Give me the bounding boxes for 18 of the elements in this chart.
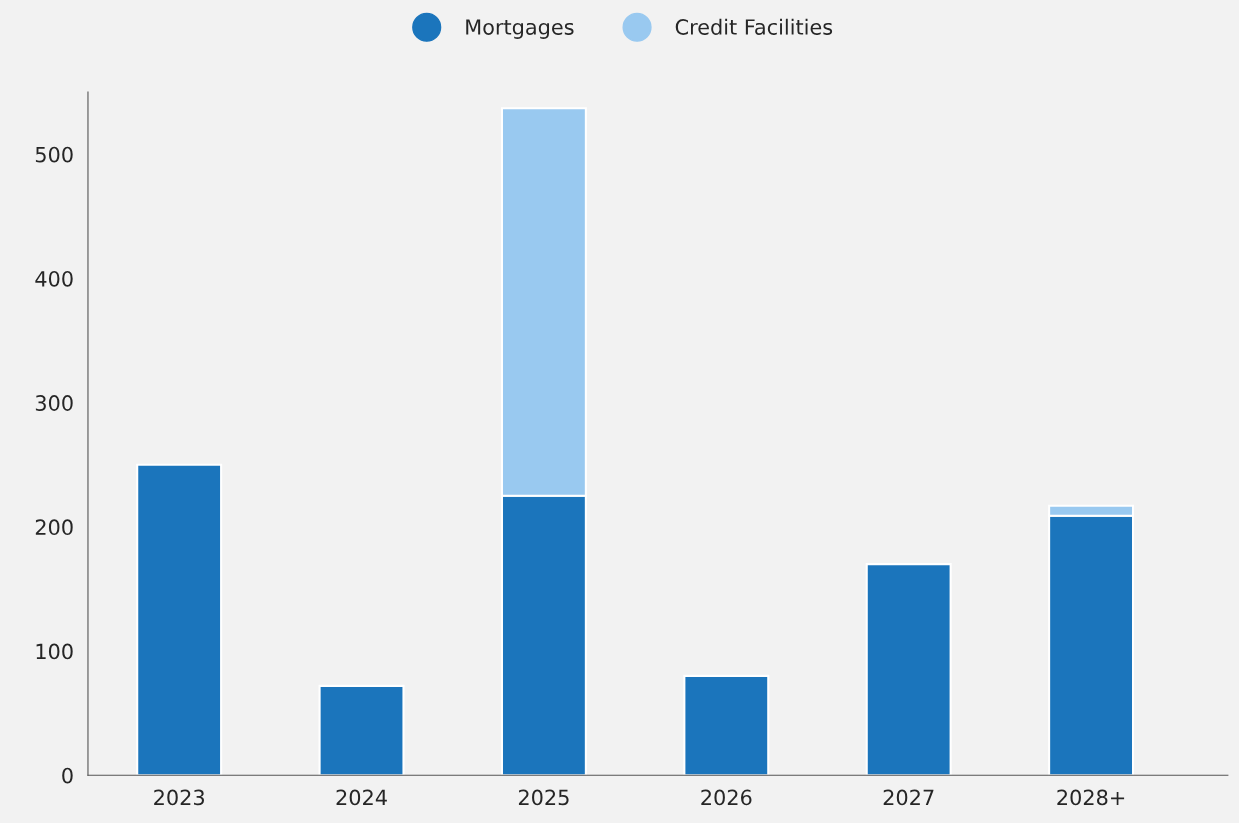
y-tick-label: 500	[35, 146, 73, 163]
x-tick-label: 2028+	[1057, 789, 1125, 806]
x-tick-label: 2025	[518, 789, 569, 806]
x-tick-label: 2023	[154, 789, 204, 806]
y-tick-label: 200	[35, 519, 73, 536]
x-tick-label: 2026	[701, 789, 752, 806]
x-tick-label: 2024	[336, 789, 387, 806]
bar	[683, 674, 770, 776]
legend-label: Mortgages	[466, 19, 574, 39]
x-tick-label: 2027	[883, 789, 934, 806]
y-tick-label: 100	[36, 643, 73, 660]
y-tick-label: 0	[62, 767, 73, 784]
bar	[318, 684, 405, 776]
y-tick-label: 300	[35, 395, 73, 411]
legend-label: Credit Facilities	[675, 18, 833, 35]
bar	[136, 463, 223, 776]
bar	[865, 563, 952, 776]
y-tick-label: 400	[35, 270, 73, 287]
